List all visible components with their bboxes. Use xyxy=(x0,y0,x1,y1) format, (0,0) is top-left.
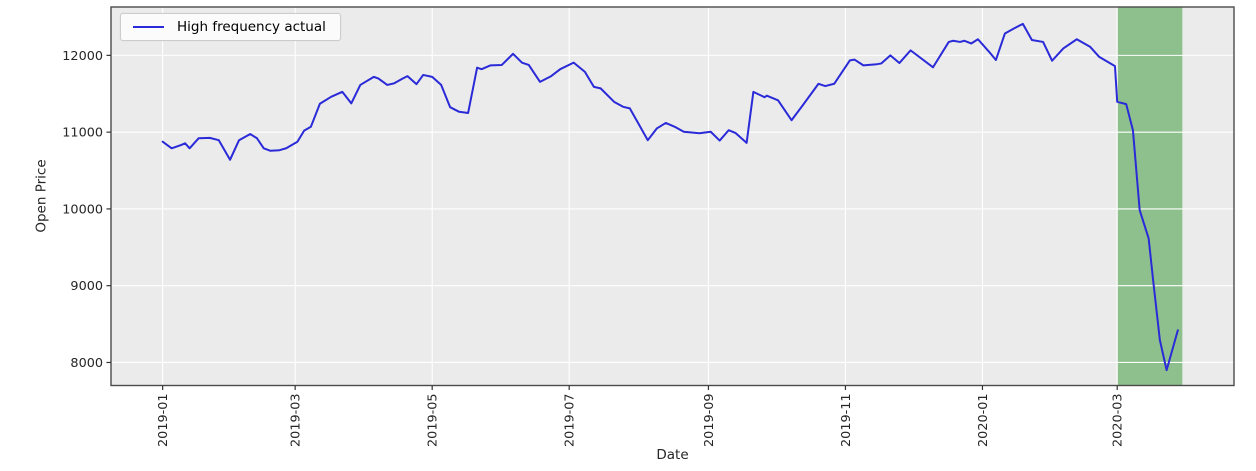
y-tick-label: 11000 xyxy=(62,126,103,141)
y-axis-label-wrap: Open Price xyxy=(33,96,51,296)
x-axis-label: Date xyxy=(656,447,689,463)
x-tick-label: 2020-03 xyxy=(1111,394,1126,447)
x-tick-label: 2019-11 xyxy=(839,394,854,447)
y-axis-label: Open Price xyxy=(34,159,50,233)
plot-border xyxy=(110,6,1235,387)
series-line xyxy=(161,22,1179,372)
y-tick-label: 12000 xyxy=(62,49,103,64)
x-tick-label: 2019-05 xyxy=(426,394,441,447)
tick-labels: 2019-01 2019-03 2019-05 2019-07 2019-09 2019-… xyxy=(62,49,1125,447)
x-tick-label: 2019-01 xyxy=(156,394,171,447)
x-tick-label: 2019-03 xyxy=(289,394,304,447)
gridlines xyxy=(111,7,1234,386)
y-tick-label: 8000 xyxy=(70,356,103,371)
legend-label: High frequency actual xyxy=(177,19,326,35)
x-tick-label: 2019-07 xyxy=(563,394,578,447)
plot-area xyxy=(111,7,1234,386)
highlight-span xyxy=(1117,7,1183,386)
legend: High frequency actual xyxy=(120,13,341,41)
x-tick-label: 2020-01 xyxy=(976,394,991,447)
x-tick-label: 2019-09 xyxy=(702,394,717,447)
y-tick-label: 10000 xyxy=(62,202,103,217)
legend-line-sample xyxy=(133,26,164,28)
tick-marks xyxy=(106,54,1118,390)
y-tick-label: 9000 xyxy=(70,279,103,294)
